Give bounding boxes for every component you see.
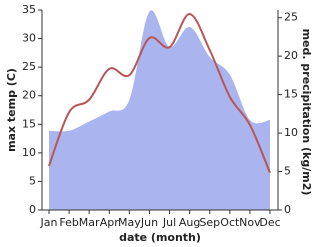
x-tick-label: May <box>118 216 141 229</box>
y2-tick-label: 15 <box>284 88 298 101</box>
x-tick-label: Jan <box>40 216 58 229</box>
y-tick-label: 30 <box>22 32 36 45</box>
x-tick-label: Jun <box>140 216 158 229</box>
x-axis-title: date (month) <box>119 231 201 244</box>
x-tick-label: Feb <box>59 216 78 229</box>
x-tick-label: Apr <box>100 216 120 229</box>
y-axis-title: max temp (C) <box>5 68 18 152</box>
y2-tick-label: 20 <box>284 49 298 62</box>
y-tick-label: 10 <box>22 146 36 159</box>
y2-tick-label: 25 <box>284 11 298 24</box>
y2-axis-title: med. precipitation (kg/m2) <box>300 29 313 196</box>
x-tick-label: Jul <box>162 216 176 229</box>
x-tick-label: Dec <box>259 216 280 229</box>
x-tick-label: Aug <box>179 216 200 229</box>
y-tick-label: 35 <box>22 3 36 16</box>
precipitation-area <box>49 10 270 211</box>
y2-tick-label: 10 <box>284 126 298 139</box>
x-tick-label: Sep <box>199 216 220 229</box>
x-tick-label: Nov <box>239 216 261 229</box>
x-tick-label: Mar <box>79 216 100 229</box>
y-tick-label: 5 <box>29 174 36 187</box>
y2-tick-label: 5 <box>284 165 291 178</box>
y-tick-label: 15 <box>22 117 36 130</box>
x-tick-label: Oct <box>220 216 240 229</box>
y-tick-label: 20 <box>22 89 36 102</box>
y2-tick-label: 0 <box>284 203 291 216</box>
y-tick-label: 0 <box>29 203 36 216</box>
y-tick-label: 25 <box>22 60 36 73</box>
temperature-line <box>48 13 271 174</box>
